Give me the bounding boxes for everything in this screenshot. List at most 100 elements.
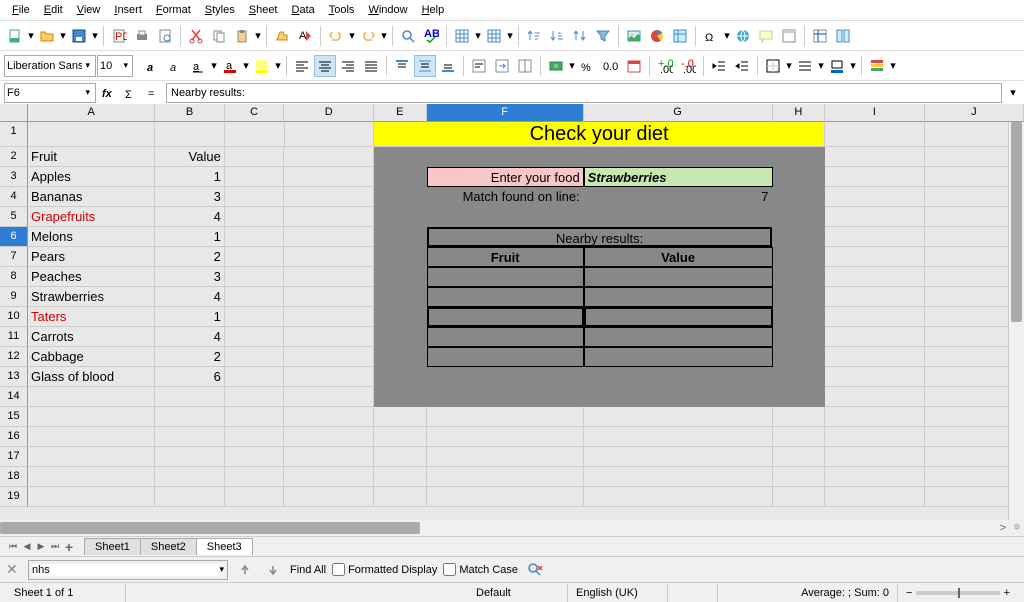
formula-expand-icon[interactable]: ▾ [1006,82,1020,104]
equals-icon[interactable]: = [144,82,162,104]
font-name-combo[interactable]: ▾ [4,55,96,77]
headers-icon[interactable] [778,25,800,47]
find-next-icon[interactable] [262,559,284,581]
match-case-checkbox[interactable]: Match Case [443,563,518,576]
cond-format-icon[interactable] [866,55,888,77]
find-input[interactable]: ▾ [28,560,228,580]
pivot-icon[interactable] [669,25,691,47]
tab-sheet2[interactable]: Sheet2 [140,538,197,555]
horizontal-scrollbar[interactable]: >⯐ [0,520,1024,536]
align-center-icon[interactable] [314,55,336,77]
font-color-icon[interactable]: a [219,55,241,77]
pdf-icon[interactable]: PDF [108,25,130,47]
col-icon[interactable] [483,25,505,47]
tab-sheet1[interactable]: Sheet1 [84,538,141,555]
add-decimal-icon[interactable]: +.0.00 [654,55,676,77]
comment-icon[interactable] [755,25,777,47]
menu-edit[interactable]: Edit [38,2,69,18]
svg-text:.00: .00 [683,64,696,74]
menu-file[interactable]: File [6,2,36,18]
image-icon[interactable] [623,25,645,47]
clone-format-icon[interactable] [271,25,293,47]
menu-view[interactable]: View [71,2,107,18]
find-close-icon[interactable] [524,559,546,581]
border-color-icon[interactable] [826,55,848,77]
align-justify-icon[interactable] [360,55,382,77]
wrap-icon[interactable] [468,55,490,77]
menu-format[interactable]: Format [150,2,197,18]
tab-last-icon[interactable]: ⏭ [48,539,62,555]
menu-insert[interactable]: Insert [108,2,148,18]
align-left-icon[interactable] [291,55,313,77]
vertical-scrollbar[interactable] [1008,122,1024,520]
redo-icon[interactable] [357,25,379,47]
paste-icon[interactable] [231,25,253,47]
tab-prev-icon[interactable]: ◀ [20,539,34,555]
column-headers[interactable]: ABCDEFGHIJ [28,104,1024,122]
menu-help[interactable]: Help [416,2,451,18]
number-icon[interactable]: 0.0 [600,55,622,77]
close-find-icon[interactable]: ✕ [6,561,22,578]
split-icon[interactable] [832,25,854,47]
highlight-icon[interactable] [251,55,273,77]
print-icon[interactable] [131,25,153,47]
menu-window[interactable]: Window [362,2,413,18]
find-all-button[interactable]: Find All [290,564,326,576]
print-preview-icon[interactable] [154,25,176,47]
svg-text:a: a [193,61,200,73]
clear-format-icon[interactable]: A [294,25,316,47]
freeze-icon[interactable] [809,25,831,47]
new-doc-icon[interactable] [4,25,26,47]
percent-icon[interactable]: % [577,55,599,77]
sort-icon[interactable] [569,25,591,47]
cell-grid[interactable]: Check your dietFruitValueApples1Enter yo… [28,122,1024,520]
find-prev-icon[interactable] [234,559,256,581]
cell-reference-input[interactable]: ▾ [4,83,96,103]
tab-sheet3[interactable]: Sheet3 [196,538,253,555]
undo-icon[interactable] [325,25,347,47]
menu-styles[interactable]: Styles [199,2,241,18]
valign-middle-icon[interactable] [414,55,436,77]
date-icon[interactable] [623,55,645,77]
sort-asc-icon[interactable] [523,25,545,47]
italic-icon[interactable]: a [164,55,186,77]
save-icon[interactable] [68,25,90,47]
find-icon[interactable] [397,25,419,47]
special-char-icon[interactable]: Ω [700,25,722,47]
tab-add-icon[interactable]: + [62,539,76,555]
row-icon[interactable] [451,25,473,47]
spellcheck-icon[interactable]: ABC [420,25,442,47]
align-right-icon[interactable] [337,55,359,77]
borders-icon[interactable] [762,55,784,77]
formula-input[interactable] [166,83,1002,103]
valign-bottom-icon[interactable] [437,55,459,77]
tab-first-icon[interactable]: ⏮ [6,539,20,555]
bold-icon[interactable]: a [141,55,163,77]
del-decimal-icon[interactable]: -.0.00 [677,55,699,77]
select-all-corner[interactable] [0,104,28,122]
sum-icon[interactable]: Σ [122,82,140,104]
border-style-icon[interactable] [794,55,816,77]
sort-desc-icon[interactable] [546,25,568,47]
currency-icon[interactable] [545,55,567,77]
menu-sheet[interactable]: Sheet [243,2,284,18]
underline-icon[interactable]: a [187,55,209,77]
cut-icon[interactable] [185,25,207,47]
autofilter-icon[interactable] [592,25,614,47]
row-headers[interactable]: 12345678910111213141516171819 [0,122,28,520]
merge-icon[interactable] [491,55,513,77]
hyperlink-icon[interactable] [732,25,754,47]
tab-next-icon[interactable]: ▶ [34,539,48,555]
valign-top-icon[interactable] [391,55,413,77]
indent-dec-icon[interactable] [708,55,730,77]
fx-icon[interactable]: fx [100,82,118,104]
menu-data[interactable]: Data [286,2,321,18]
unmerge-icon[interactable] [514,55,536,77]
copy-icon[interactable] [208,25,230,47]
formatted-checkbox[interactable]: Formatted Display [332,563,437,576]
menu-tools[interactable]: Tools [323,2,361,18]
open-icon[interactable] [36,25,58,47]
font-size-combo[interactable]: ▾ [97,55,133,77]
indent-inc-icon[interactable] [731,55,753,77]
chart-icon[interactable] [646,25,668,47]
